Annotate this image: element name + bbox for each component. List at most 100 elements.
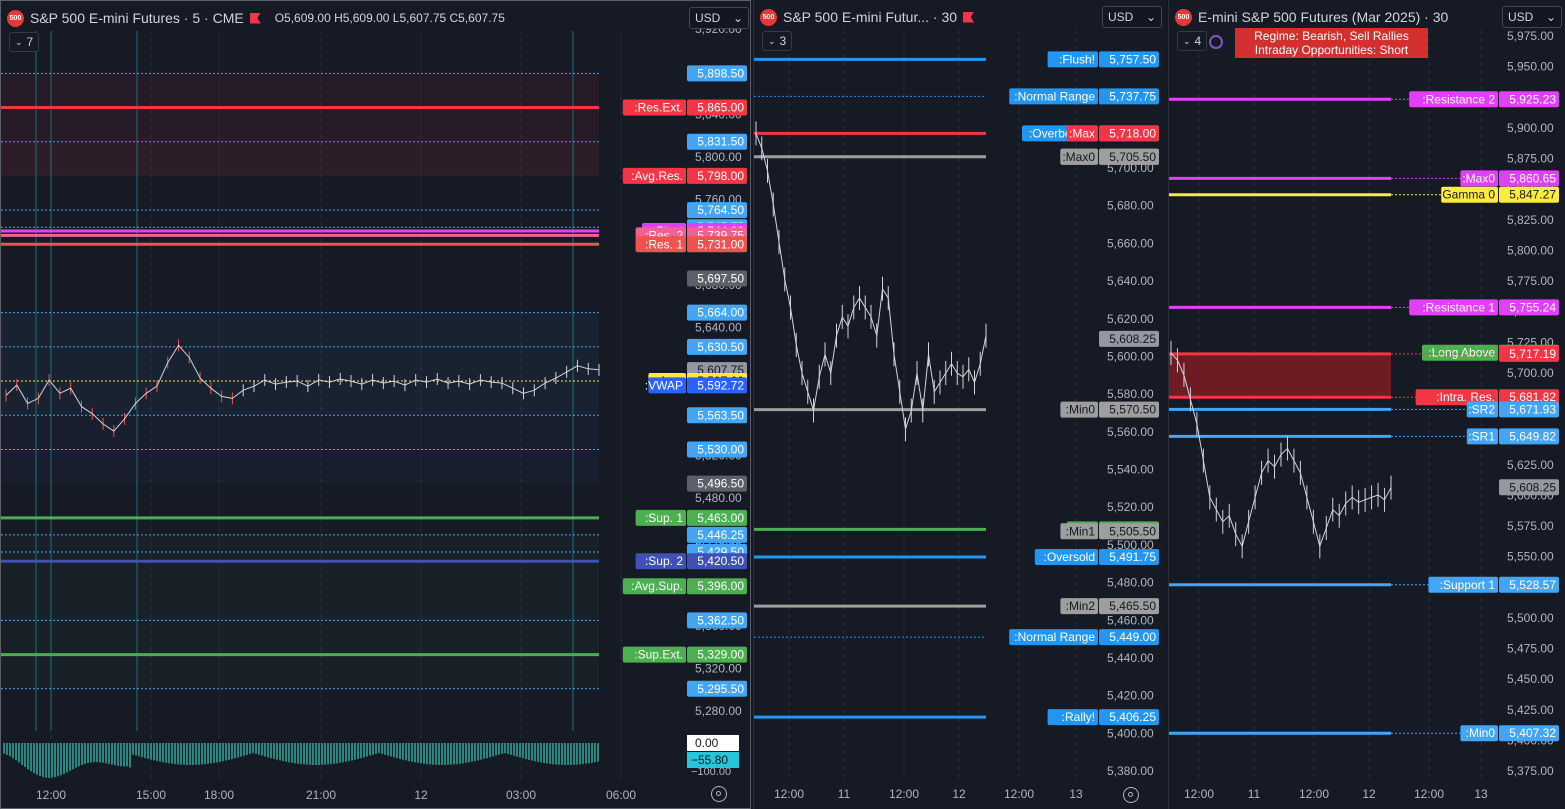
oscillator-bar: [159, 743, 161, 762]
currency-select-3[interactable]: USD ⌄: [1502, 6, 1562, 28]
y-tick-label: 5,460.00: [1107, 613, 1154, 627]
oscillator-bar: [210, 743, 212, 764]
panel-3-title[interactable]: E-mini S&P 500 Futures (Mar 2025) · 30: [1198, 9, 1449, 25]
time-axis-label: 18:00: [204, 788, 234, 802]
oscillator-bar: [462, 743, 464, 764]
price-zone-band: [1, 312, 599, 416]
crosshair-icon[interactable]: [1209, 35, 1223, 49]
level-value: 5,764.50: [697, 203, 744, 217]
oscillator-bar: [87, 743, 89, 764]
level-value-badge: [1099, 523, 1159, 540]
time-axis-label: 12: [414, 788, 428, 802]
oscillator-bar: [27, 743, 29, 770]
oscillator-bar: [321, 743, 323, 765]
level-value-badge: [687, 236, 747, 253]
level-label: :SR1: [1468, 429, 1495, 443]
y-tick-label: 5,800.00: [695, 150, 742, 164]
level-value: 5,798.00: [697, 169, 744, 183]
settings-gear-icon[interactable]: [1123, 787, 1139, 803]
currency-select-1[interactable]: USD ⌄: [689, 7, 749, 29]
currency-select-2[interactable]: USD ⌄: [1102, 6, 1162, 28]
chart-canvas-3[interactable]: 5,975.005,950.005,925.005,900.005,875.00…: [1169, 0, 1565, 809]
level-value-badge: [687, 377, 747, 394]
settings-gear-icon[interactable]: [711, 786, 727, 802]
panel-2-title[interactable]: S&P 500 E-mini Futur... · 30: [783, 9, 958, 25]
currency-label: USD: [695, 11, 721, 25]
indicator-toggle-2[interactable]: ⌄ 3: [762, 31, 793, 51]
oscillator-bar: [243, 743, 245, 756]
time-axis-label: 12:00: [36, 788, 66, 802]
time-axis-label: 12: [952, 787, 966, 801]
level-label: :Res. 1: [645, 237, 683, 251]
level-value: 5,530.00: [697, 442, 744, 456]
oscillator-bar: [36, 743, 38, 775]
oscillator-bar: [597, 743, 599, 762]
oscillator-bar: [342, 743, 344, 763]
level-value: 5,681.82: [1509, 390, 1556, 404]
chart-panel-2[interactable]: 5,700.00 5,680.00 5,660.00 5,640.00 5,620.00…: [753, 0, 1166, 809]
level-label-badge: [1466, 428, 1498, 445]
y-tick-label: 5,540.00: [1107, 463, 1154, 477]
level-value: 5,491.75: [1109, 550, 1156, 564]
flag-icon[interactable]: [249, 12, 261, 24]
level-value: 5,831.50: [697, 135, 744, 149]
oscillator-bar: [213, 743, 215, 763]
oscillator-bar: [186, 743, 188, 765]
osc-value-label: −55.80: [691, 753, 728, 767]
oscillator-bar: [291, 743, 293, 763]
oscillator-bar: [450, 743, 452, 765]
level-label-badge: [1009, 629, 1098, 646]
level-value-badge: [1499, 345, 1559, 362]
time-axis-label: 03:00: [506, 788, 536, 802]
chart-canvas-1[interactable]: 5,920.005,880.005,840.005,800.005,760.00…: [1, 1, 751, 809]
panel-1-title[interactable]: S&P 500 E-mini Futures · 5 · CME: [30, 10, 244, 26]
y-tick-label: 5,380.00: [1107, 764, 1154, 778]
oscillator-bar: [177, 743, 179, 765]
level-value-badge: [687, 612, 747, 629]
oscillator-bar: [72, 743, 74, 770]
level-label: :Res.Ext.: [634, 101, 683, 115]
indicator-toggle-1[interactable]: ⌄ 7: [9, 32, 40, 52]
flag-icon[interactable]: [963, 11, 975, 23]
oscillator-bar: [228, 743, 230, 760]
oscillator-bar: [168, 743, 170, 764]
level-label-badge: [1409, 91, 1498, 108]
chart-panel-3[interactable]: 5,975.005,950.005,925.005,900.005,875.00…: [1168, 0, 1565, 809]
oscillator-bar: [9, 743, 11, 757]
oscillator-bar: [531, 743, 533, 761]
level-value: 5,295.50: [697, 682, 744, 696]
time-axis-label: 12:00: [1299, 787, 1329, 801]
chart-panel-1[interactable]: 5,920.005,880.005,840.005,800.005,760.00…: [0, 0, 751, 809]
oscillator-bar: [366, 743, 368, 757]
level-value-badge: [687, 680, 747, 697]
oscillator-bar: [51, 743, 53, 778]
oscillator-bar: [441, 743, 443, 765]
level-label-badge: [1060, 523, 1098, 540]
oscillator-bar: [141, 743, 143, 758]
y-tick-label: 5,500.00: [1507, 611, 1554, 625]
level-label: :Normal Range: [1014, 630, 1095, 644]
time-axis-label: 12:00: [1184, 787, 1214, 801]
level-value: 5,737.75: [1109, 89, 1156, 103]
y-tick-label: 5,640.00: [1107, 274, 1154, 288]
level-label-badge: [1422, 344, 1498, 361]
level-value-badge: [687, 407, 747, 424]
y-tick-label: 5,620.00: [1107, 312, 1154, 326]
oscillator-bar: [396, 743, 398, 759]
oscillator-bar: [483, 743, 485, 759]
level-value: 5,731.00: [697, 237, 744, 251]
chart-canvas-2[interactable]: 5,700.005,680.005,660.005,640.005,620.00…: [754, 0, 1166, 809]
oscillator-bar: [312, 743, 314, 765]
level-value-badge: [1099, 88, 1159, 105]
level-value-badge: [687, 338, 747, 355]
level-label: :Min0: [1466, 726, 1496, 740]
y-tick-label: 5,700.00: [1507, 366, 1554, 380]
oscillator-bar: [189, 743, 191, 765]
indicator-toggle-3[interactable]: ⌄ 4: [1177, 31, 1208, 51]
oscillator-bar: [294, 743, 296, 764]
level-label: :Resistance 2: [1422, 92, 1495, 106]
level-value: 5,528.57: [1509, 578, 1556, 592]
oscillator-bar: [579, 743, 581, 765]
oscillator-bar: [318, 743, 320, 765]
level-label: :Max0: [1062, 150, 1095, 164]
